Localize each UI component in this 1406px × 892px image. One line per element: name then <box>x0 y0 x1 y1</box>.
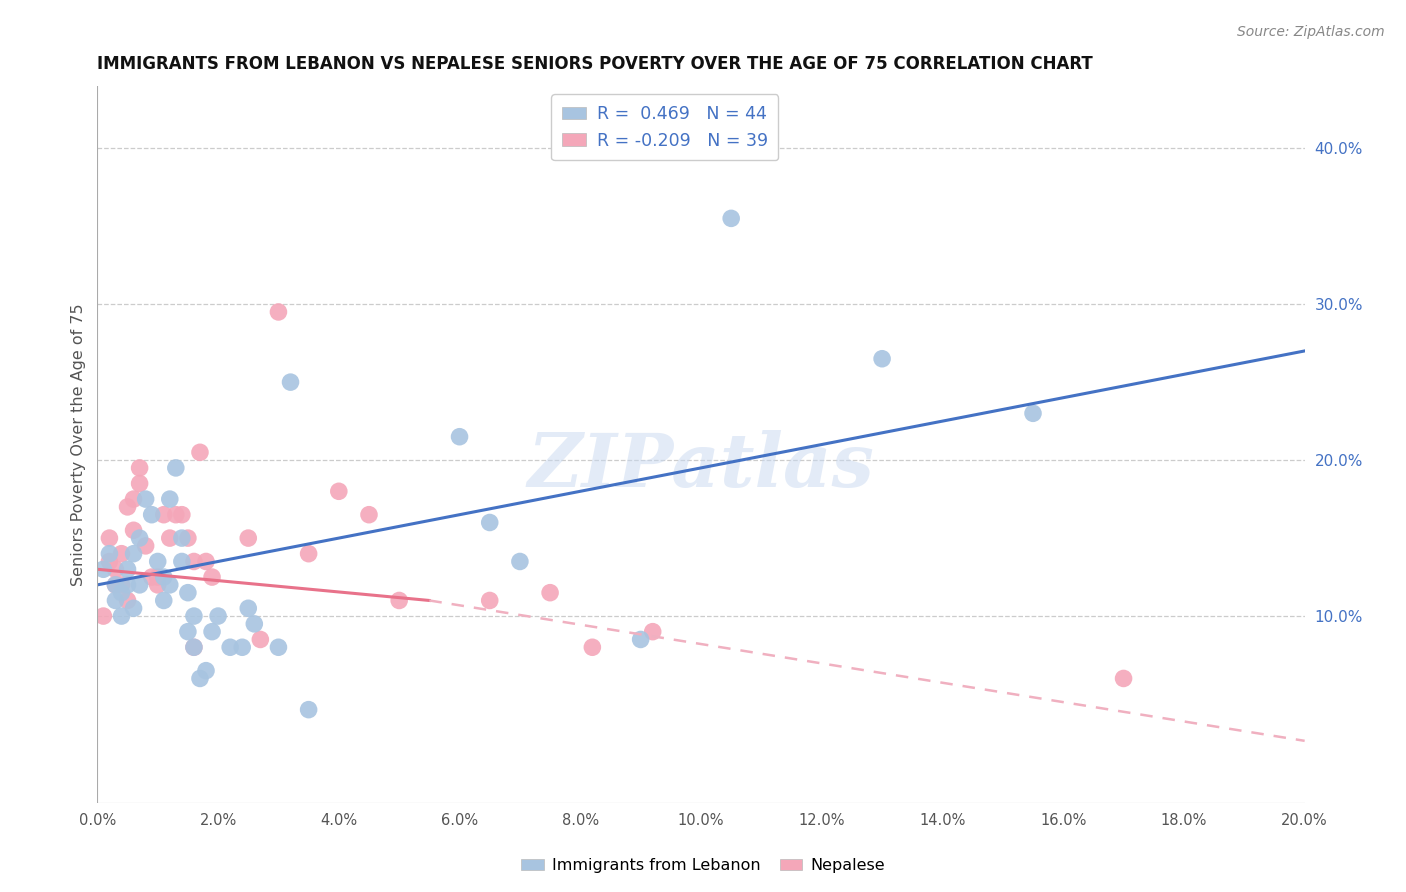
Point <box>104 562 127 576</box>
Point <box>267 305 290 319</box>
Point <box>165 461 187 475</box>
Text: ZIPatlas: ZIPatlas <box>527 430 875 502</box>
Point <box>478 593 501 607</box>
Point <box>93 609 115 624</box>
Point <box>170 531 193 545</box>
Point <box>183 640 205 655</box>
Point <box>183 640 205 655</box>
Point <box>478 516 501 530</box>
Point <box>188 672 211 686</box>
Point <box>141 570 163 584</box>
Point <box>104 578 127 592</box>
Y-axis label: Seniors Poverty Over the Age of 75: Seniors Poverty Over the Age of 75 <box>72 303 86 586</box>
Legend: R =  0.469   N = 44, R = -0.209   N = 39: R = 0.469 N = 44, R = -0.209 N = 39 <box>551 95 778 160</box>
Point <box>195 554 218 568</box>
Point <box>357 508 380 522</box>
Point <box>177 531 200 545</box>
Point <box>183 554 205 568</box>
Text: Source: ZipAtlas.com: Source: ZipAtlas.com <box>1237 25 1385 39</box>
Point <box>117 578 139 592</box>
Point <box>146 570 169 584</box>
Point <box>141 508 163 522</box>
Point <box>201 624 224 639</box>
Point <box>449 430 471 444</box>
Point <box>159 492 181 507</box>
Point <box>146 554 169 568</box>
Point <box>117 500 139 514</box>
Point <box>1022 406 1045 420</box>
Point <box>870 351 893 366</box>
Point <box>128 531 150 545</box>
Point <box>201 570 224 584</box>
Point <box>152 593 174 607</box>
Point <box>243 616 266 631</box>
Point <box>93 562 115 576</box>
Point <box>117 562 139 576</box>
Point <box>538 585 561 599</box>
Point <box>159 531 181 545</box>
Point <box>128 578 150 592</box>
Point <box>122 523 145 537</box>
Point <box>170 508 193 522</box>
Point <box>110 585 132 599</box>
Point <box>135 492 157 507</box>
Point <box>122 492 145 507</box>
Point <box>720 211 742 226</box>
Point <box>98 531 121 545</box>
Point <box>177 624 200 639</box>
Point <box>135 539 157 553</box>
Point <box>630 632 652 647</box>
Point <box>219 640 242 655</box>
Point <box>280 375 302 389</box>
Point <box>146 578 169 592</box>
Point <box>238 601 260 615</box>
Legend: Immigrants from Lebanon, Nepalese: Immigrants from Lebanon, Nepalese <box>515 852 891 880</box>
Point <box>165 508 187 522</box>
Point <box>328 484 350 499</box>
Point <box>98 547 121 561</box>
Point <box>298 547 321 561</box>
Point <box>388 593 411 607</box>
Point <box>122 547 145 561</box>
Point <box>122 601 145 615</box>
Point <box>581 640 603 655</box>
Point <box>110 609 132 624</box>
Point <box>170 554 193 568</box>
Point <box>104 578 127 592</box>
Point <box>98 554 121 568</box>
Point <box>183 609 205 624</box>
Point <box>188 445 211 459</box>
Point <box>104 593 127 607</box>
Point <box>231 640 253 655</box>
Point <box>152 508 174 522</box>
Point <box>267 640 290 655</box>
Point <box>509 554 531 568</box>
Text: IMMIGRANTS FROM LEBANON VS NEPALESE SENIORS POVERTY OVER THE AGE OF 75 CORRELATI: IMMIGRANTS FROM LEBANON VS NEPALESE SENI… <box>97 55 1092 73</box>
Point <box>110 547 132 561</box>
Point <box>195 664 218 678</box>
Point <box>249 632 271 647</box>
Point <box>298 703 321 717</box>
Point <box>1112 672 1135 686</box>
Point <box>128 476 150 491</box>
Point <box>159 578 181 592</box>
Point <box>177 585 200 599</box>
Point <box>152 570 174 584</box>
Point <box>117 593 139 607</box>
Point <box>110 578 132 592</box>
Point <box>128 461 150 475</box>
Point <box>641 624 664 639</box>
Point <box>238 531 260 545</box>
Point <box>207 609 229 624</box>
